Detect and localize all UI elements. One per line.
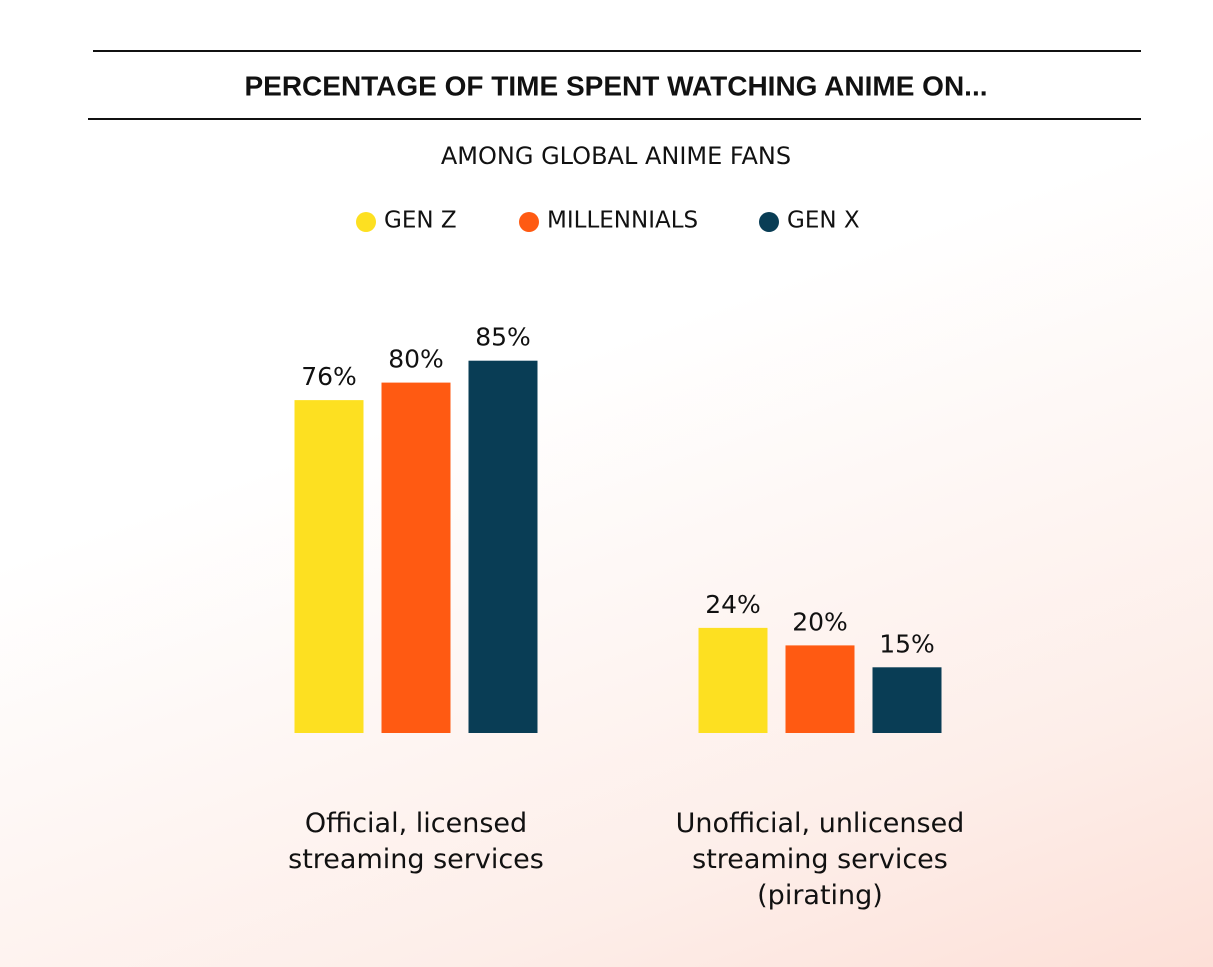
legend-label: MILLENNIALS [547,208,698,234]
value-label: 80% [388,345,444,374]
legend-marker [519,212,539,232]
x-tick-label: Official, licensed streaming services [288,808,544,875]
legend-label: GEN X [787,208,860,234]
chart-subtitle: AMONG GLOBAL ANIME FANS [441,142,791,170]
value-label: 24% [705,590,761,619]
value-label: 76% [301,362,357,391]
bar [381,382,451,733]
value-label: 15% [879,629,935,658]
legend-label: GEN Z [384,208,457,234]
chart-title: PERCENTAGE OF TIME SPENT WATCHING ANIME … [244,70,987,101]
bar [785,645,855,733]
bar [294,400,364,733]
bar [872,667,942,733]
legend-marker [356,212,376,232]
bar [468,360,538,733]
bar [698,627,768,733]
legend-marker [759,212,779,232]
value-label: 20% [792,607,848,636]
x-tick-label: Unofficial, unlicensed streaming service… [675,808,965,911]
value-label: 85% [475,323,531,352]
